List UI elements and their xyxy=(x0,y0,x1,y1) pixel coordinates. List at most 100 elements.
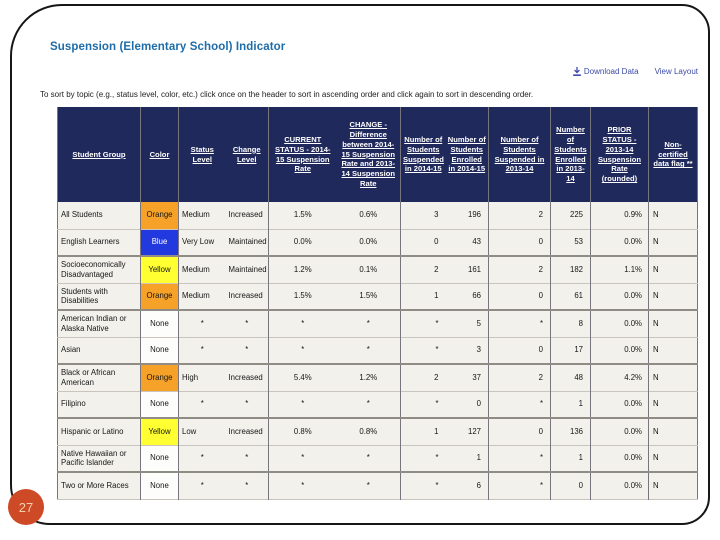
cell-enrolled-2013-14: 1 xyxy=(550,391,591,418)
cell-change-rate: 0.8% xyxy=(336,418,401,445)
suspension-indicator-table: Student Group Color Status Level Change Lev… xyxy=(57,107,698,500)
table-body: All Students Orange Medium Increased 1.5% 0.6… xyxy=(57,202,698,499)
cell-enrolled-2013-14: 0 xyxy=(550,472,591,499)
cell-status-level: Very Low xyxy=(182,237,215,247)
cell-change-rate: 0.1% xyxy=(336,256,401,283)
cell-change-rate: * xyxy=(336,391,401,418)
column-header-num-enrolled-2014-15[interactable]: Number of Students Enrolled in 2014-15 xyxy=(445,107,489,202)
cell-prior-status-rate: 0.0% xyxy=(590,418,649,445)
cell-suspended-2014-15: * xyxy=(435,318,439,328)
column-header-label: Status Level xyxy=(190,144,214,164)
cell-enrolled-2013-14: 136 xyxy=(550,418,591,445)
cell-status-level: Medium xyxy=(182,210,210,220)
cell-enrolled-2014-15: 161 xyxy=(445,256,489,283)
table-row: Students with Disabilities Orange Medium In… xyxy=(57,283,698,310)
cell-suspended-2013-14: * xyxy=(488,472,551,499)
page-number-badge: 27 xyxy=(8,489,44,525)
column-header-color[interactable]: Color xyxy=(140,107,179,202)
cell-student-group: Asian xyxy=(57,337,141,364)
cell-enrolled-2013-14: 1 xyxy=(550,445,591,472)
cell-color: None xyxy=(140,310,179,337)
cell-status-level: * xyxy=(200,399,204,409)
column-header-current-status[interactable]: CURRENT STATUS - 2014-15 Suspension Rate xyxy=(268,107,337,202)
cell-student-group: English Learners xyxy=(57,229,141,256)
cell-change-level: Maintained xyxy=(225,256,269,283)
cell-color: None xyxy=(140,472,179,499)
cell-suspended-2013-14: 2 xyxy=(488,256,551,283)
cell-suspended-2013-14: 0 xyxy=(488,418,551,445)
cell-student-group: All Students xyxy=(57,202,141,229)
cell-status-level: * xyxy=(200,480,204,490)
cell-enrolled-2014-15: 5 xyxy=(445,310,489,337)
cell-suspended-2013-14: * xyxy=(488,445,551,472)
column-header-change-level[interactable]: Change Level xyxy=(225,107,269,202)
column-header-student-group[interactable]: Student Group xyxy=(57,107,141,202)
table-row: Filipino None * * * * * 0 * 1 0.0% N xyxy=(57,391,698,418)
cell-suspended-2014-15: * xyxy=(435,453,439,463)
column-header-label: Non-certified data flag ** xyxy=(653,139,693,169)
view-layout-link[interactable]: View Layout xyxy=(655,67,698,76)
cell-suspended-2014-15: 2 xyxy=(434,372,439,382)
column-header-non-certified-flag[interactable]: Non-certified data flag ** xyxy=(648,107,698,202)
column-header-num-suspended-2014-15[interactable]: Number of Students Suspended in 2014-15 xyxy=(400,107,446,202)
cell-change-level: * xyxy=(225,337,269,364)
cell-change-level: * xyxy=(225,472,269,499)
cell-suspended-2014-15: 0 xyxy=(434,237,439,247)
cell-current-status-rate: 1.2% xyxy=(293,264,312,274)
table-row: English Learners Blue Very Low Maintained 0.… xyxy=(57,229,698,256)
cell-current-status-rate: * xyxy=(301,453,305,463)
table-row: Black or African American Orange High Incre… xyxy=(57,364,698,391)
cell-student-group: Hispanic or Latino xyxy=(57,418,141,445)
cell-student-group: American Indian or Alaska Native xyxy=(57,310,141,337)
cell-suspended-2013-14: 0 xyxy=(488,337,551,364)
cell-prior-status-rate: 0.0% xyxy=(590,229,649,256)
cell-student-group: Students with Disabilities xyxy=(57,283,141,310)
cell-change-level: * xyxy=(225,445,269,472)
cell-student-group: Black or African American xyxy=(57,364,141,391)
column-header-num-enrolled-2013-14[interactable]: Number of Students Enrolled in 2013-14 xyxy=(550,107,591,202)
cell-prior-status-rate: 0.0% xyxy=(590,310,649,337)
cell-non-certified-flag: N xyxy=(653,264,659,274)
column-header-prior-status[interactable]: PRIOR STATUS - 2013-14 Suspension Rate (… xyxy=(590,107,649,202)
cell-suspended-2014-15: 3 xyxy=(434,210,439,220)
cell-enrolled-2014-15: 6 xyxy=(445,472,489,499)
cell-current-status-rate: 0.0% xyxy=(293,237,312,247)
cell-current-status-rate: * xyxy=(301,318,305,328)
cell-enrolled-2013-14: 53 xyxy=(550,229,591,256)
cell-enrolled-2014-15: 1 xyxy=(445,445,489,472)
cell-change-rate: 0.0% xyxy=(336,229,401,256)
column-header-num-suspended-2013-14[interactable]: Number of Students Suspended in 2013-14 xyxy=(488,107,551,202)
cell-status-level: Medium xyxy=(182,291,210,301)
cell-change-rate: * xyxy=(336,445,401,472)
cell-non-certified-flag: N xyxy=(653,210,659,220)
table-row: Asian None * * * * * 3 0 17 0.0% N xyxy=(57,337,698,364)
cell-prior-status-rate: 0.0% xyxy=(590,283,649,310)
cell-enrolled-2014-15: 196 xyxy=(445,202,489,229)
column-header-label: Student Group xyxy=(72,149,126,159)
cell-prior-status-rate: 0.9% xyxy=(590,202,649,229)
column-header-label: Color xyxy=(149,149,170,159)
cell-enrolled-2013-14: 48 xyxy=(550,364,591,391)
download-icon xyxy=(573,67,581,76)
download-data-link[interactable]: Download Data xyxy=(573,67,639,76)
cell-enrolled-2014-15: 0 xyxy=(445,391,489,418)
cell-prior-status-rate: 0.0% xyxy=(590,391,649,418)
cell-suspended-2013-14: * xyxy=(488,391,551,418)
cell-current-status-rate: 1.5% xyxy=(293,210,312,220)
cell-enrolled-2014-15: 43 xyxy=(445,229,489,256)
cell-non-certified-flag: N xyxy=(653,318,659,328)
column-header-change[interactable]: CHANGE - Difference between 2014-15 Susp… xyxy=(336,107,401,202)
column-header-label: Number of Students Enrolled in 2014-15 xyxy=(447,134,486,174)
cell-current-status-rate: 5.4% xyxy=(293,372,312,382)
cell-color: Orange xyxy=(140,283,179,310)
column-header-status-level[interactable]: Status Level xyxy=(178,107,226,202)
cell-enrolled-2013-14: 17 xyxy=(550,337,591,364)
cell-non-certified-flag: N xyxy=(653,372,659,382)
table-row: Socioeconomically Disadvantaged Yellow Med… xyxy=(57,256,698,283)
cell-status-level: Low xyxy=(182,426,197,436)
cell-color: None xyxy=(140,337,179,364)
cell-non-certified-flag: N xyxy=(653,345,659,355)
download-data-label: Download Data xyxy=(583,67,639,76)
cell-change-level: Increased xyxy=(225,283,269,310)
cell-change-level: * xyxy=(225,310,269,337)
